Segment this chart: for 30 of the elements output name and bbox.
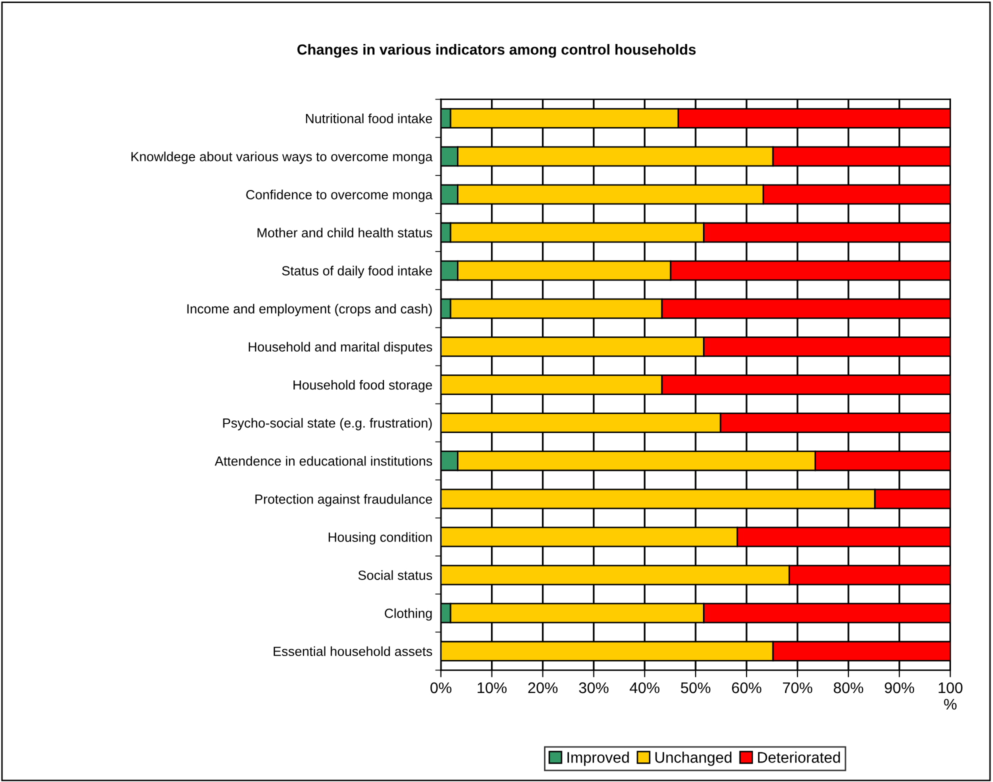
legend-label: Unchanged — [655, 752, 732, 766]
y-tick-label: Knowldege about various ways to overcome monga — [131, 152, 433, 164]
x-tick-label: 0% — [430, 682, 452, 694]
y-tick-label: Household and marital disputes — [248, 342, 432, 354]
x-tick-label: 80% — [834, 682, 864, 694]
x-tick-label: 70% — [782, 682, 812, 694]
y-tick-label: Clothing — [384, 608, 432, 621]
legend-label: Improved — [568, 752, 629, 766]
y-tick-label: Status of daily food intake — [282, 266, 432, 278]
x-tick-label: 40% — [630, 682, 660, 694]
y-tick-label: Protection against fraudulance — [255, 494, 432, 506]
x-tick-label: 60% — [732, 682, 762, 694]
x-tick-label: 50% — [680, 682, 710, 694]
y-tick-label: Attendence in educational institutions — [214, 456, 432, 466]
x-tick-label: 10% — [478, 682, 507, 694]
y-tick-label: Confidence to overcome monga — [246, 190, 433, 202]
x-tick-label: 30% — [579, 682, 608, 694]
y-tick-label: Social status — [358, 570, 432, 580]
y-tick-label: Psycho-social state (e.g. frustration) — [223, 418, 432, 430]
y-tick-label: Housing condition — [328, 532, 432, 544]
x-tick-label: 100 % — [938, 682, 962, 710]
x-tick-label: 90% — [884, 682, 914, 694]
y-tick-label: Nutritional food intake — [306, 114, 432, 124]
y-tick-label: Mother and child health status — [258, 228, 432, 238]
y-tick-label: Household food storage — [294, 380, 432, 392]
chart-title: Changes in various indicators among control households — [297, 44, 696, 58]
x-tick-label: 20% — [528, 682, 558, 694]
legend-label: Deteriorated — [758, 752, 840, 763]
y-tick-label: Income and employment (crops and cash) — [187, 304, 432, 316]
y-tick-label: Essential household assets — [274, 646, 432, 656]
